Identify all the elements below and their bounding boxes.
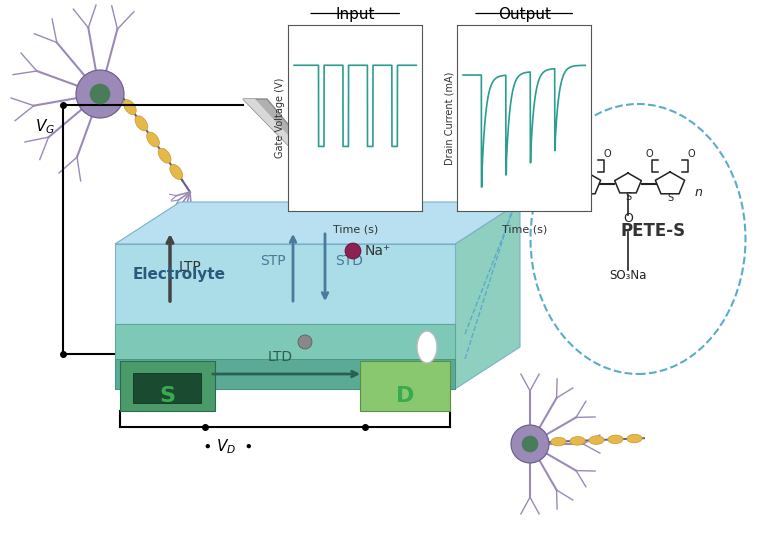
Polygon shape xyxy=(243,99,331,182)
FancyBboxPatch shape xyxy=(120,361,215,411)
Polygon shape xyxy=(115,202,520,244)
Ellipse shape xyxy=(570,436,585,445)
Circle shape xyxy=(511,425,549,463)
Text: S: S xyxy=(159,386,175,406)
Text: $V_G$: $V_G$ xyxy=(35,117,55,136)
Text: STD: STD xyxy=(335,254,363,268)
Polygon shape xyxy=(115,244,455,324)
Ellipse shape xyxy=(135,116,147,131)
Polygon shape xyxy=(115,359,455,389)
Text: Gate: Gate xyxy=(290,86,338,104)
Circle shape xyxy=(298,335,312,349)
Polygon shape xyxy=(115,324,455,389)
Circle shape xyxy=(324,176,336,188)
Ellipse shape xyxy=(627,434,642,443)
Ellipse shape xyxy=(417,331,437,363)
Text: STP: STP xyxy=(260,254,286,268)
Y-axis label: Drain Current (mA): Drain Current (mA) xyxy=(444,71,454,165)
Ellipse shape xyxy=(158,148,171,163)
Text: O: O xyxy=(623,212,633,225)
Ellipse shape xyxy=(531,104,746,374)
Ellipse shape xyxy=(124,99,136,115)
Ellipse shape xyxy=(147,132,160,147)
Polygon shape xyxy=(243,99,336,182)
Title: Input: Input xyxy=(336,7,375,22)
Text: S: S xyxy=(667,193,673,203)
Text: S: S xyxy=(625,192,631,202)
Text: O: O xyxy=(687,149,695,159)
Polygon shape xyxy=(455,202,520,389)
X-axis label: Time (s): Time (s) xyxy=(502,225,547,234)
Circle shape xyxy=(91,85,110,104)
Text: S: S xyxy=(583,193,589,203)
X-axis label: Time (s): Time (s) xyxy=(333,225,378,234)
Ellipse shape xyxy=(608,435,623,444)
Circle shape xyxy=(522,436,538,452)
Ellipse shape xyxy=(551,438,566,446)
Ellipse shape xyxy=(170,164,183,180)
FancyBboxPatch shape xyxy=(359,361,450,411)
Text: Na⁺: Na⁺ xyxy=(365,244,391,258)
Text: D: D xyxy=(396,386,414,406)
Text: n: n xyxy=(695,186,703,199)
Text: Electrolyte: Electrolyte xyxy=(133,266,226,282)
FancyBboxPatch shape xyxy=(133,373,201,404)
Text: PETE-S: PETE-S xyxy=(621,222,686,240)
Circle shape xyxy=(345,243,361,259)
Text: O: O xyxy=(603,149,611,159)
Text: O: O xyxy=(561,149,569,159)
Text: O: O xyxy=(645,149,653,159)
Circle shape xyxy=(76,70,124,118)
Text: SO₃Na: SO₃Na xyxy=(609,269,647,282)
Ellipse shape xyxy=(589,436,604,444)
Text: $\bullet\ V_D\ \bullet$: $\bullet\ V_D\ \bullet$ xyxy=(202,437,252,456)
Text: LTD: LTD xyxy=(267,350,293,364)
Title: Output: Output xyxy=(498,7,551,22)
Text: LTP: LTP xyxy=(179,260,202,274)
Y-axis label: Gate Voltage (V): Gate Voltage (V) xyxy=(275,78,285,158)
